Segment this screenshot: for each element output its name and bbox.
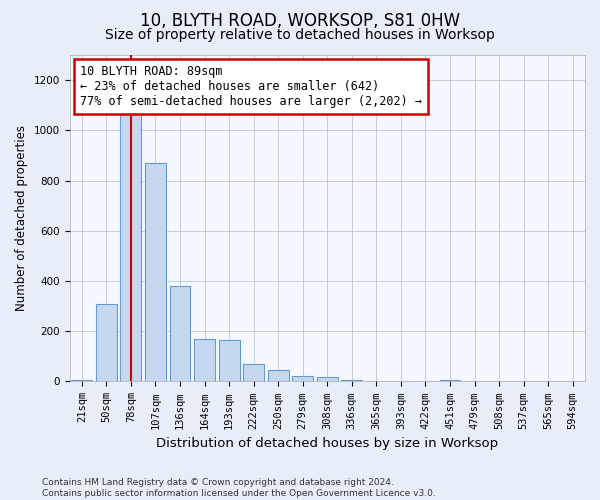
X-axis label: Distribution of detached houses by size in Worksop: Distribution of detached houses by size … bbox=[156, 437, 499, 450]
Bar bbox=[194, 339, 215, 382]
Text: 10 BLYTH ROAD: 89sqm
← 23% of detached houses are smaller (642)
77% of semi-deta: 10 BLYTH ROAD: 89sqm ← 23% of detached h… bbox=[80, 65, 422, 108]
Bar bbox=[96, 304, 117, 382]
Y-axis label: Number of detached properties: Number of detached properties bbox=[15, 125, 28, 311]
Bar bbox=[317, 377, 338, 382]
Bar bbox=[71, 380, 92, 382]
Bar bbox=[268, 370, 289, 382]
Bar bbox=[170, 286, 190, 382]
Bar bbox=[341, 380, 362, 382]
Bar bbox=[440, 380, 460, 382]
Bar bbox=[145, 163, 166, 382]
Text: Size of property relative to detached houses in Worksop: Size of property relative to detached ho… bbox=[105, 28, 495, 42]
Bar bbox=[218, 340, 239, 382]
Text: Contains HM Land Registry data © Crown copyright and database right 2024.
Contai: Contains HM Land Registry data © Crown c… bbox=[42, 478, 436, 498]
Bar bbox=[243, 364, 264, 382]
Text: 10, BLYTH ROAD, WORKSOP, S81 0HW: 10, BLYTH ROAD, WORKSOP, S81 0HW bbox=[140, 12, 460, 30]
Bar bbox=[121, 82, 142, 382]
Bar bbox=[292, 376, 313, 382]
